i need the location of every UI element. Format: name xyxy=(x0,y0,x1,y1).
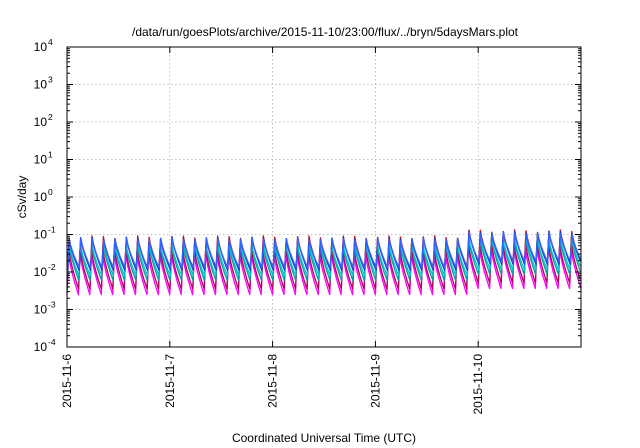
y-tick-exponent: -1 xyxy=(48,225,56,235)
y-axis-label: cSv/day xyxy=(15,176,29,219)
series-line xyxy=(66,241,581,290)
y-tick-label: 10 xyxy=(34,303,48,317)
grid xyxy=(67,47,581,347)
y-tick-exponent: -2 xyxy=(48,262,56,272)
x-tick-label: 2015-11-10 xyxy=(471,354,485,415)
x-tick-label: 2015-11-7 xyxy=(163,354,177,408)
x-tick-label: 2015-11-9 xyxy=(368,354,382,408)
x-tick-label: 2015-11-8 xyxy=(266,354,280,408)
y-tick-label: 10 xyxy=(34,115,48,129)
y-tick-label: 10 xyxy=(34,228,48,242)
series-line xyxy=(66,234,581,277)
y-tick-exponent: 4 xyxy=(48,37,53,47)
chart-title: /data/run/goesPlots/archive/2015-11-10/2… xyxy=(132,25,519,39)
series-layer xyxy=(66,229,582,296)
series-line xyxy=(66,236,581,281)
x-axis-label: Coordinated Universal Time (UTC) xyxy=(232,431,416,445)
y-tick-exponent: -4 xyxy=(48,337,56,347)
series-line xyxy=(67,231,582,269)
y-tick-exponent: 3 xyxy=(48,75,53,85)
y-tick-label: 10 xyxy=(34,265,48,279)
y-tick-label: 10 xyxy=(34,153,48,167)
y-tick-label: 10 xyxy=(34,78,48,92)
series-line xyxy=(66,246,582,296)
y-tick-exponent: 0 xyxy=(48,187,53,197)
y-tick-exponent: 2 xyxy=(48,112,53,122)
y-tick-label: 10 xyxy=(34,190,48,204)
x-ticks: 2015-11-6 2015-11-7 2015-11-8 2015-11-9 2015… xyxy=(60,47,485,415)
y-tick-exponent: 1 xyxy=(48,150,53,160)
x-tick-label: 2015-11-6 xyxy=(60,354,74,408)
y-tick-label: 10 xyxy=(34,340,48,354)
y-tick-label: 10 xyxy=(34,40,48,54)
y-tick-exponent: -3 xyxy=(48,300,56,310)
